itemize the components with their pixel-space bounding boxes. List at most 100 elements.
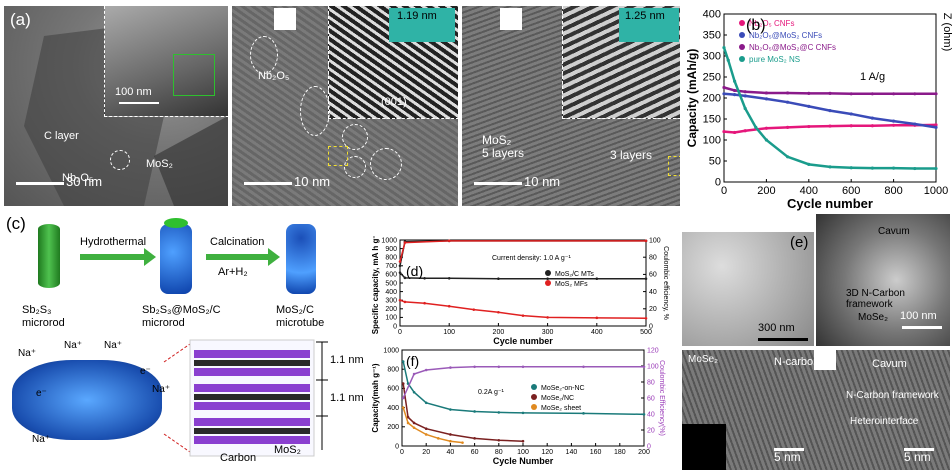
y-tick-label: 400 [387, 405, 399, 412]
series-point-0 [764, 126, 768, 130]
region-circle [300, 86, 330, 136]
series-line-2 [399, 240, 646, 266]
y-tick-label: 150 [703, 114, 721, 126]
series-point-3 [807, 162, 811, 166]
series-point-3 [582, 365, 585, 369]
dim1-label: 1.1 nm [330, 354, 364, 366]
y-axis-label: Capacity (mAh/g) [685, 49, 699, 148]
series-point-0 [582, 412, 585, 415]
y-tick-label: 0 [393, 323, 397, 330]
gas-label: Ar+H₂ [218, 266, 248, 278]
x-tick-label: 400 [591, 329, 603, 336]
y-tick-label: 900 [385, 246, 397, 253]
panel-a-image-3-white-tab [500, 8, 522, 30]
series-point-2 [786, 91, 790, 95]
scale-label: 30 nm [66, 174, 103, 189]
panel-e: (e) 300 nm Cavum 3D N-Carbon framework M… [680, 214, 952, 472]
framework-label: N-Carbon framework [846, 390, 939, 401]
na-label: Na⁺ [64, 340, 83, 351]
arrow-calcination-head [268, 248, 280, 266]
arrow-hydrothermal [80, 254, 146, 260]
panel-e-image-2: Cavum 3D N-Carbon framework MoSe₂ 100 nm [816, 214, 950, 346]
x-tick-label: 0 [721, 185, 727, 197]
x-tick-label: 300 [542, 329, 554, 336]
series-point-0 [644, 277, 648, 280]
legend-marker-1 [545, 280, 551, 286]
dim2-label: 1.1 nm [330, 392, 364, 404]
panel-a-image-1: 100 nm (a) C layer Nb₂O₅ MoS₂ 30 nm [4, 6, 228, 206]
na-label: Na⁺ [152, 384, 171, 395]
scale-label: 5 nm [774, 450, 801, 464]
cavum-label: Cavum [872, 358, 907, 370]
series-point-0 [642, 413, 646, 416]
series-point-1 [595, 316, 599, 320]
series-point-1 [497, 438, 501, 442]
framework-label: 3D N-Carbon framework [846, 288, 905, 310]
panel-letter: (f) [406, 353, 419, 369]
y-tick-label: 200 [385, 306, 397, 313]
y2-tick-label: 120 [647, 347, 659, 354]
x-tick-label: 80 [495, 449, 503, 456]
rod-mos2-c [286, 224, 316, 294]
y-tick-label: 700 [385, 263, 397, 270]
legend-label-1: MoS₂ MFs [555, 281, 588, 288]
series-point-1 [892, 119, 896, 123]
scale-bar [474, 182, 522, 185]
calcination-label: Calcination [210, 236, 265, 248]
legend-label-0: MoSe₂-on-NC [541, 385, 585, 392]
series-point-2 [406, 421, 410, 425]
series-point-1 [401, 382, 405, 385]
x-axis-label: Cycle number [493, 336, 553, 346]
x-tick-label: 120 [541, 449, 553, 456]
y2-tick-label: 60 [647, 395, 655, 402]
series-point-1 [406, 415, 410, 419]
y2-tick-label: 0 [649, 323, 653, 330]
scale-bar [244, 182, 292, 185]
x-tick-label: 200 [638, 449, 650, 456]
series-point-0 [595, 277, 599, 280]
line-profile [619, 8, 679, 42]
y-tick-label: 250 [703, 72, 721, 84]
series-point-0 [401, 360, 405, 363]
y2-tick-label: 0 [647, 443, 651, 450]
series-point-0 [807, 124, 811, 129]
panel-e-letter: (e) [790, 234, 809, 251]
y2-axis-label: Coulombic efficiency, % [662, 246, 669, 320]
series-point-1 [644, 316, 648, 320]
series-point-2 [892, 92, 896, 96]
panel-c: (c) Hydrothermal Calcination Ar+H₂ Sb₂S₃… [4, 212, 370, 468]
series-point-3 [497, 365, 501, 369]
series-point-3 [733, 79, 737, 83]
series-point-3 [401, 396, 405, 400]
cavum-label: Cavum [878, 226, 910, 237]
nb2o5-label: Nb₂O₅ [62, 172, 94, 184]
series-point-2 [437, 437, 440, 440]
series-line-2 [402, 407, 463, 444]
panel-e-image-3-white-tab [814, 350, 836, 370]
series-point-3 [644, 239, 648, 243]
series-point-2 [743, 90, 747, 94]
y-tick-label: 800 [385, 255, 397, 262]
series-point-1 [447, 304, 451, 308]
x-tick-label: 60 [471, 449, 479, 456]
series-point-2 [722, 85, 726, 90]
y2-tick-label: 40 [647, 411, 655, 418]
legend-marker-2 [531, 404, 537, 410]
series-point-2 [913, 92, 917, 96]
legend-label-0: Nb₂O₅ CNFs [749, 19, 794, 28]
hrtem-inset: 1.25 nm [562, 6, 680, 119]
na-label: Na⁺ [32, 434, 51, 445]
inset-scale-bar [119, 102, 159, 104]
scale-label: 10 nm [524, 174, 561, 189]
series-point-0 [473, 410, 476, 413]
series-point-3 [726, 58, 730, 62]
series-point-0 [849, 124, 853, 128]
series-point-1 [546, 316, 549, 319]
scale-label: 10 nm [294, 174, 331, 189]
legend-marker-3 [739, 56, 745, 62]
hrtem-inset: 1.19 nm (001) [328, 6, 458, 119]
series-point-1 [870, 116, 874, 120]
legend-label-2: MoSe₂ sheet [541, 405, 581, 412]
x-tick-label: 100 [517, 449, 529, 456]
rod-top-cap [164, 218, 188, 228]
